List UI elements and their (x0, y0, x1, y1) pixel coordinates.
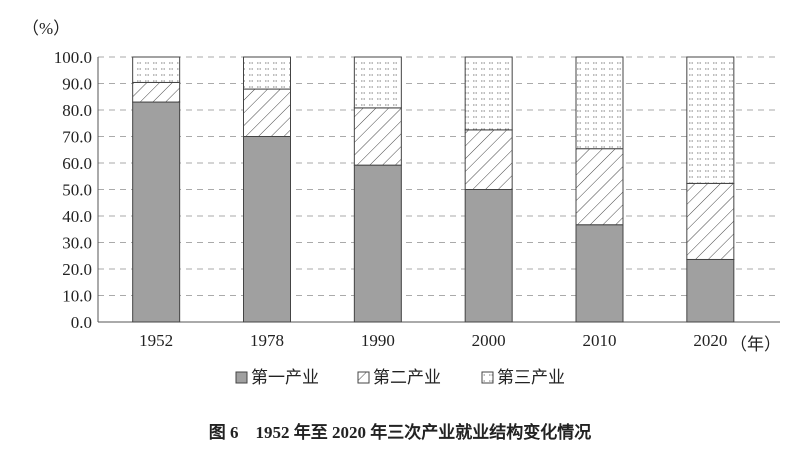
bar-segment-2 (243, 88, 291, 138)
bar-segment-3 (243, 56, 291, 90)
y-axis-unit: （%） (22, 19, 70, 38)
bar-segment-3 (464, 56, 513, 131)
y-tick-label: 90.0 (62, 75, 92, 94)
bar-segment-2 (686, 182, 735, 260)
x-tick-label: 1990 (361, 331, 395, 350)
legend-swatch (481, 371, 494, 384)
y-tick-label: 60.0 (62, 154, 92, 173)
bar-segment-2 (464, 129, 513, 190)
x-tick-label: 2000 (472, 331, 506, 350)
x-axis-unit: （年） (730, 335, 781, 354)
x-tick-label: 1978 (250, 331, 284, 350)
legend-swatch (357, 371, 370, 384)
bar-segment-3 (686, 56, 735, 184)
bar-segment-2 (575, 148, 624, 226)
bar-segment-1 (575, 224, 624, 323)
bar-segment-2 (353, 107, 402, 166)
x-tick-label: 1952 (139, 331, 173, 350)
x-tick-label: 2010 (583, 331, 617, 350)
x-tick-label: 2020 (693, 331, 727, 350)
bar-segment-1 (132, 101, 181, 323)
bar-segment-3 (575, 56, 624, 150)
bar-segment-1 (464, 189, 513, 323)
bar-segment-2 (132, 81, 181, 103)
y-tick-label: 40.0 (62, 207, 92, 226)
bar-segment-1 (243, 136, 291, 323)
y-tick-label: 10.0 (62, 287, 92, 306)
legend-label: 第一产业 (251, 368, 319, 387)
legend: 第一产业 第二产业 第三产业 (235, 368, 565, 387)
legend-label: 第三产业 (497, 368, 565, 387)
chart-title: 图 6 1952 年至 2020 年三次产业就业结构变化情况 (209, 422, 592, 442)
y-tick-label: 20.0 (62, 260, 92, 279)
y-tick-label: 70.0 (62, 128, 92, 147)
bar-segment-1 (686, 258, 735, 323)
bar-segment-3 (353, 56, 402, 109)
bar-segment-3 (132, 56, 181, 83)
y-tick-label: 0.0 (71, 313, 92, 332)
y-tick-label: 80.0 (62, 101, 92, 120)
bar-segment-1 (353, 164, 402, 323)
legend-swatch (235, 371, 248, 384)
legend-label: 第二产业 (373, 368, 441, 387)
y-tick-label: 30.0 (62, 234, 92, 253)
y-tick-label: 100.0 (54, 48, 92, 67)
y-tick-label: 50.0 (62, 181, 92, 200)
